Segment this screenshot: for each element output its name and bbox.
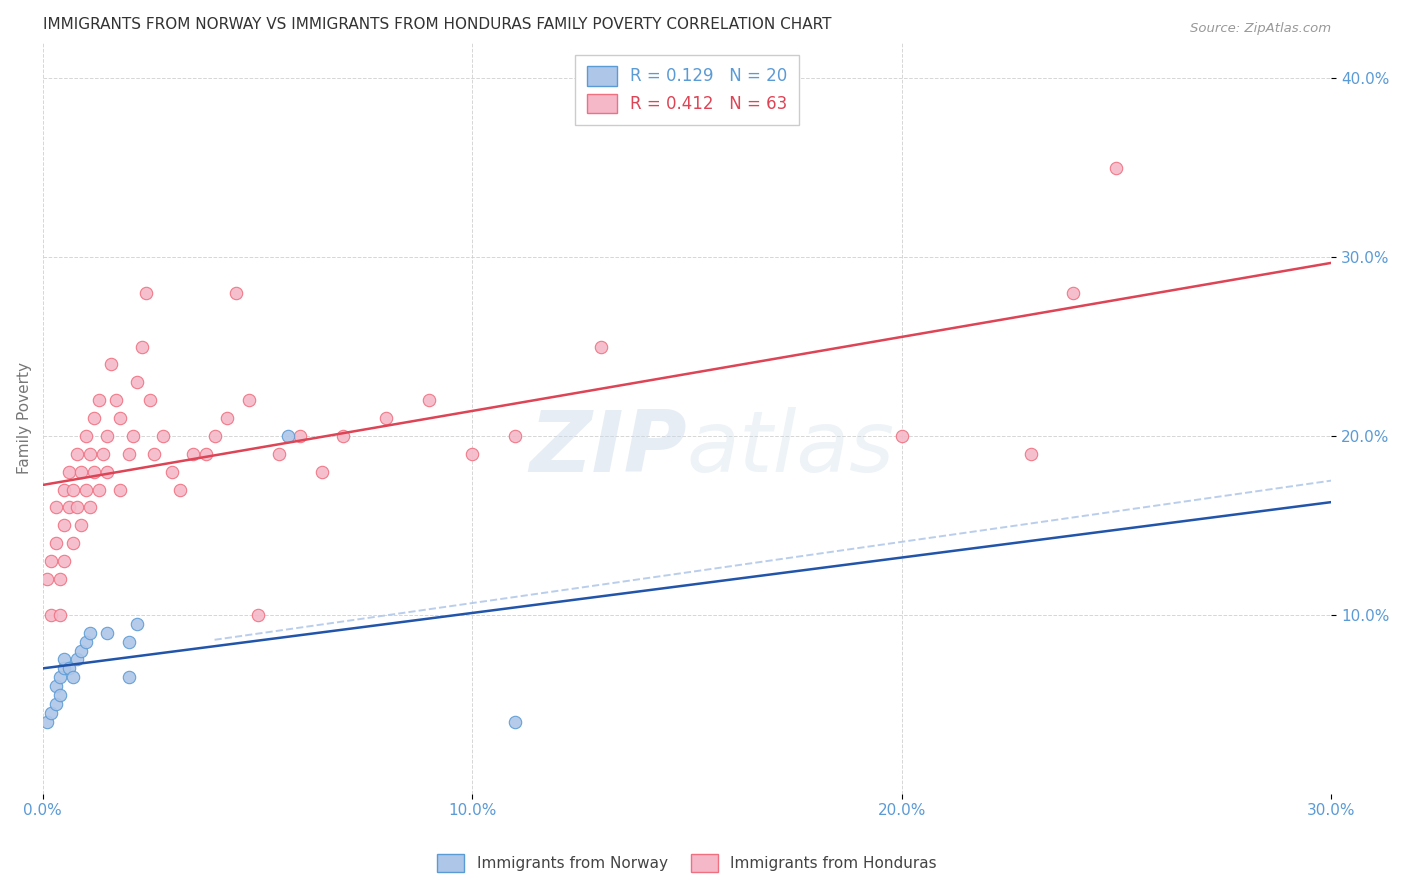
Text: atlas: atlas: [688, 407, 896, 490]
Point: [53, 661, 76, 675]
Point: [66, 447, 89, 461]
Legend: Immigrants from Norway, Immigrants from Honduras: Immigrants from Norway, Immigrants from …: [429, 847, 945, 880]
Point: [135, 285, 157, 300]
Point: [75, 634, 97, 648]
Point: [58, 465, 80, 479]
Point: [96, 465, 118, 479]
Point: [267, 447, 290, 461]
Point: [169, 483, 191, 497]
Point: [35, 714, 58, 729]
Point: [41, 706, 63, 720]
Point: [152, 429, 174, 443]
Point: [49, 572, 72, 586]
Point: [108, 483, 131, 497]
Point: [418, 393, 440, 408]
Point: [238, 393, 260, 408]
Point: [181, 447, 204, 461]
Point: [41, 554, 63, 568]
Point: [45, 536, 67, 550]
Point: [204, 429, 226, 443]
Point: [66, 500, 89, 515]
Point: [87, 483, 110, 497]
Point: [91, 447, 114, 461]
Point: [70, 643, 93, 657]
Point: [217, 411, 239, 425]
Point: [75, 429, 97, 443]
Point: [49, 670, 72, 684]
Point: [96, 429, 118, 443]
Point: [461, 447, 484, 461]
Point: [62, 536, 84, 550]
Point: [70, 518, 93, 533]
Point: [49, 607, 72, 622]
Point: [53, 554, 76, 568]
Text: Source: ZipAtlas.com: Source: ZipAtlas.com: [1189, 22, 1331, 35]
Point: [277, 429, 299, 443]
Point: [290, 429, 312, 443]
Point: [53, 652, 76, 666]
Point: [70, 465, 93, 479]
Point: [194, 447, 217, 461]
Point: [96, 625, 118, 640]
Point: [311, 465, 333, 479]
Point: [62, 483, 84, 497]
Point: [118, 670, 141, 684]
Point: [58, 661, 80, 675]
Point: [589, 339, 612, 353]
Point: [139, 393, 162, 408]
Point: [1105, 161, 1128, 175]
Point: [53, 518, 76, 533]
Point: [375, 411, 398, 425]
Point: [62, 670, 84, 684]
Point: [87, 393, 110, 408]
Point: [45, 697, 67, 711]
Y-axis label: Family Poverty: Family Poverty: [17, 362, 32, 474]
Point: [246, 607, 269, 622]
Point: [332, 429, 354, 443]
Point: [45, 500, 67, 515]
Point: [58, 500, 80, 515]
Point: [225, 285, 247, 300]
Point: [118, 634, 141, 648]
Point: [122, 429, 145, 443]
Point: [890, 429, 912, 443]
Point: [127, 616, 149, 631]
Point: [143, 447, 166, 461]
Point: [160, 465, 183, 479]
Point: [79, 500, 101, 515]
Point: [108, 411, 131, 425]
Point: [41, 607, 63, 622]
Point: [1062, 285, 1084, 300]
Point: [49, 688, 72, 702]
Point: [66, 652, 89, 666]
Point: [131, 339, 153, 353]
Text: ZIP: ZIP: [529, 407, 688, 490]
Point: [79, 625, 101, 640]
Point: [503, 429, 526, 443]
Point: [1019, 447, 1042, 461]
Text: IMMIGRANTS FROM NORWAY VS IMMIGRANTS FROM HONDURAS FAMILY POVERTY CORRELATION CH: IMMIGRANTS FROM NORWAY VS IMMIGRANTS FRO…: [42, 17, 831, 32]
Point: [503, 714, 526, 729]
Point: [75, 483, 97, 497]
Point: [83, 465, 105, 479]
Point: [83, 411, 105, 425]
Point: [104, 393, 127, 408]
Point: [118, 447, 141, 461]
Point: [35, 572, 58, 586]
Point: [53, 483, 76, 497]
Point: [127, 376, 149, 390]
Point: [79, 447, 101, 461]
Point: [100, 358, 122, 372]
Point: [45, 679, 67, 693]
